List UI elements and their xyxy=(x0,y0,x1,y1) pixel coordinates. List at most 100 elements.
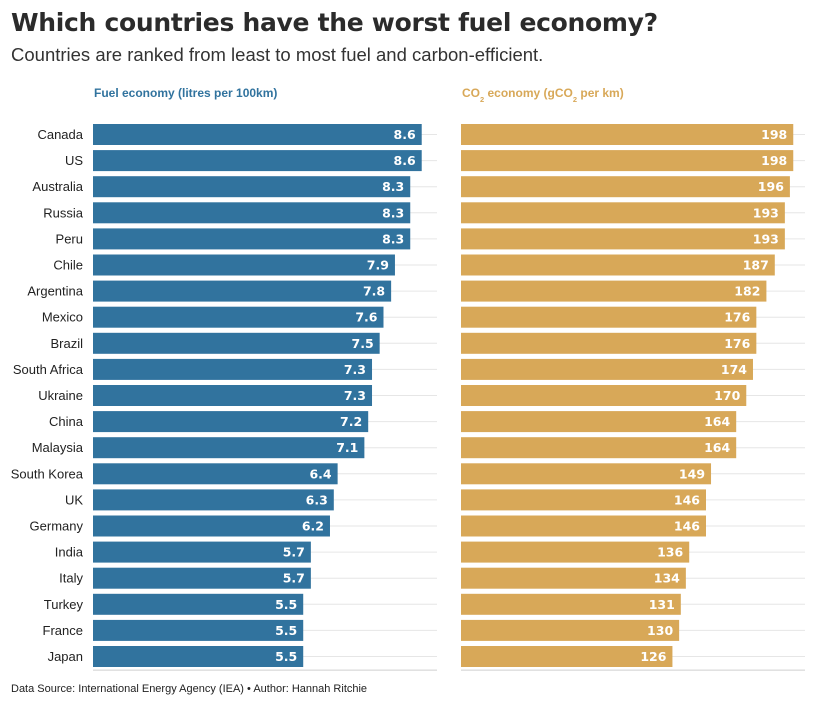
country-label: Peru xyxy=(56,231,83,246)
chart-subtitle: Countries are ranked from least to most … xyxy=(11,44,544,65)
co2-bar xyxy=(461,202,785,224)
co2-value-label: 187 xyxy=(743,258,769,273)
co2-bar xyxy=(461,411,737,433)
co2-bar xyxy=(461,489,706,511)
fuel-value-label: 7.8 xyxy=(363,284,385,299)
fuel-bar xyxy=(93,176,411,198)
co2-bar xyxy=(461,646,673,667)
country-label: Malaysia xyxy=(32,440,84,455)
co2-value-label: 146 xyxy=(674,519,700,534)
country-label: Russia xyxy=(43,205,84,220)
co2-value-label: 149 xyxy=(679,466,705,481)
co2-value-label: 198 xyxy=(761,153,787,168)
fuel-bar xyxy=(93,463,338,485)
fuel-bar xyxy=(93,124,422,145)
fuel-value-label: 8.6 xyxy=(394,153,416,168)
co2-axis-title: CO2 economy (gCO2 per km) xyxy=(462,86,624,104)
co2-bar xyxy=(461,463,712,485)
fuel-value-label: 5.5 xyxy=(275,649,297,664)
co2-bar xyxy=(461,593,681,615)
country-label: France xyxy=(43,623,83,638)
fuel-value-label: 7.3 xyxy=(344,362,366,377)
co2-value-label: 146 xyxy=(674,492,700,507)
co2-value-label: 126 xyxy=(640,649,666,664)
co2-bar xyxy=(461,358,753,380)
fuel-value-label: 8.3 xyxy=(382,205,404,220)
fuel-bar xyxy=(93,411,369,433)
country-label: Mexico xyxy=(42,310,83,325)
co2-value-label: 193 xyxy=(753,231,779,246)
fuel-value-label: 7.1 xyxy=(336,440,358,455)
country-label: US xyxy=(65,153,83,168)
co2-bar xyxy=(461,124,794,145)
co2-bar xyxy=(461,515,706,537)
fuel-value-label: 8.3 xyxy=(382,179,404,194)
co2-value-label: 176 xyxy=(724,336,750,351)
co2-bar xyxy=(461,332,757,354)
fuel-value-label: 5.7 xyxy=(283,571,305,586)
fuel-axis-title: Fuel economy (litres per 100km) xyxy=(94,86,277,100)
co2-bar xyxy=(461,437,737,459)
country-label: India xyxy=(55,545,84,560)
co2-bar xyxy=(461,228,785,250)
co2-value-label: 198 xyxy=(761,127,787,142)
fuel-value-label: 7.6 xyxy=(355,310,377,325)
co2-bar xyxy=(461,385,747,406)
co2-bar xyxy=(461,176,790,198)
fuel-bar xyxy=(93,254,395,276)
co2-value-label: 196 xyxy=(758,179,784,194)
co2-value-label: 131 xyxy=(649,597,675,612)
fuel-value-label: 5.5 xyxy=(275,597,297,612)
co2-bar xyxy=(461,541,690,563)
fuel-value-label: 6.2 xyxy=(302,519,324,534)
co2-value-label: 174 xyxy=(721,362,747,377)
country-label: South Korea xyxy=(11,466,84,481)
co2-bar xyxy=(461,254,775,276)
fuel-value-label: 8.3 xyxy=(382,231,404,246)
co2-value-label: 136 xyxy=(657,545,683,560)
country-label: Argentina xyxy=(27,284,83,299)
fuel-bar xyxy=(93,358,373,380)
fuel-bar xyxy=(93,228,411,250)
fuel-bar xyxy=(93,619,304,641)
source-note: Data Source: International Energy Agency… xyxy=(11,683,368,695)
country-label: Ukraine xyxy=(38,388,83,403)
fuel-bar xyxy=(93,646,304,667)
country-label: China xyxy=(49,414,84,429)
co2-bar xyxy=(461,150,794,172)
fuel-bar xyxy=(93,332,380,354)
country-label: Germany xyxy=(30,519,84,534)
co2-value-label: 134 xyxy=(654,571,680,586)
country-label: Brazil xyxy=(50,336,83,351)
fuel-bar xyxy=(93,567,311,589)
fuel-bar xyxy=(93,385,373,406)
co2-bar xyxy=(461,567,686,589)
fuel-value-label: 7.9 xyxy=(367,258,389,273)
fuel-value-label: 8.6 xyxy=(394,127,416,142)
co2-bar xyxy=(461,280,767,302)
fuel-bar xyxy=(93,437,365,459)
fuel-value-label: 5.5 xyxy=(275,623,297,638)
co2-value-label: 164 xyxy=(704,440,730,455)
fuel-value-label: 7.2 xyxy=(340,414,362,429)
fuel-value-label: 7.5 xyxy=(352,336,374,351)
fuel-bar xyxy=(93,306,384,328)
fuel-value-label: 5.7 xyxy=(283,545,305,560)
country-label: UK xyxy=(65,492,83,507)
country-label: Italy xyxy=(59,571,83,586)
co2-value-label: 170 xyxy=(714,388,740,403)
fuel-bar xyxy=(93,202,411,224)
co2-value-label: 182 xyxy=(734,284,760,299)
country-label: Chile xyxy=(53,258,83,273)
fuel-bar xyxy=(93,541,311,563)
co2-bar xyxy=(461,619,680,641)
fuel-value-label: 6.3 xyxy=(306,492,328,507)
co2-bar xyxy=(461,306,757,328)
country-label: Japan xyxy=(48,649,83,664)
co2-value-label: 176 xyxy=(724,310,750,325)
co2-value-label: 164 xyxy=(704,414,730,429)
chart-title: Which countries have the worst fuel econ… xyxy=(11,8,658,37)
fuel-bar xyxy=(93,515,330,537)
fuel-bar xyxy=(93,280,392,302)
